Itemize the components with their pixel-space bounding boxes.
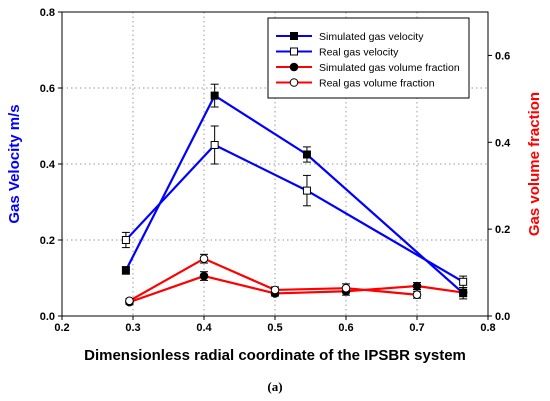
y-left-tick-label: 0.8 (40, 7, 55, 19)
legend-marker (290, 47, 298, 56)
data-point (459, 277, 468, 286)
legend-item: Real gas volume fraction (276, 78, 435, 90)
data-point (270, 285, 280, 295)
series-2 (121, 125, 468, 288)
legend-item: Simulated gas volume fraction (276, 62, 460, 74)
series-line (125, 143, 464, 283)
series-line (124, 94, 464, 295)
y-left-tick-label: 0.4 (40, 159, 56, 171)
series-line (129, 274, 464, 304)
legend-marker (290, 32, 298, 40)
data-point (121, 266, 130, 275)
data-point (121, 236, 130, 244)
legend-box (267, 17, 470, 99)
x-axis-title: Dimensionless radial coordinate of the I… (84, 347, 466, 364)
legend-label: Real gas volume fraction (319, 78, 435, 90)
data-point (302, 150, 311, 159)
data-point (125, 296, 134, 306)
legend-item: Real gas velocity (276, 47, 399, 59)
series-layer (121, 83, 468, 307)
y-right-tick-label: 0.2 (495, 224, 510, 236)
data-point (199, 254, 209, 263)
legend-marker (289, 62, 299, 72)
x-tick-label: 0.5 (267, 322, 282, 334)
series-4 (125, 253, 422, 306)
x-tick-label: 0.7 (409, 322, 424, 334)
data-point (412, 281, 422, 291)
legend: Simulated gas velocity Real gas velocity S… (267, 17, 470, 99)
legend-label: Simulated gas velocity (319, 31, 424, 43)
data-point (458, 288, 468, 297)
legend-marker (289, 78, 299, 87)
data-point (341, 283, 351, 293)
data-point (412, 290, 422, 300)
figure-caption: (a) (267, 379, 282, 394)
data-point (199, 271, 209, 281)
data-point (210, 141, 219, 149)
data-point (210, 91, 219, 100)
x-tick-label: 0.6 (338, 322, 353, 334)
y-right-tick-label: 0.4 (495, 137, 511, 149)
legend-label: Real gas velocity (319, 47, 399, 59)
data-point (302, 186, 311, 195)
x-tick-label: 0.2 (54, 322, 69, 334)
y-left-tick-label: 0.0 (40, 311, 55, 323)
series-1 (121, 83, 468, 300)
y-axis-title-left: Gas Velocity m/s (6, 104, 23, 223)
y-axis-title-right: Gas volume fraction (526, 92, 543, 236)
x-tick-label: 0.8 (480, 322, 495, 334)
x-tick-label: 0.3 (125, 322, 140, 334)
legend-item: Simulated gas velocity (276, 31, 424, 43)
y-left-tick-label: 0.2 (40, 235, 55, 247)
y-right-tick-label: 0.6 (495, 50, 510, 62)
x-tick-label: 0.4 (196, 322, 212, 334)
y-left-tick-label: 0.6 (40, 83, 55, 95)
y-right-tick-label: 0.0 (495, 311, 510, 323)
legend-label: Simulated gas volume fraction (319, 62, 460, 74)
axis-ticks: 0.2 0.3 0.4 0.5 0.6 0.7 0.80.00.20.40.60.80.00… (40, 7, 511, 334)
